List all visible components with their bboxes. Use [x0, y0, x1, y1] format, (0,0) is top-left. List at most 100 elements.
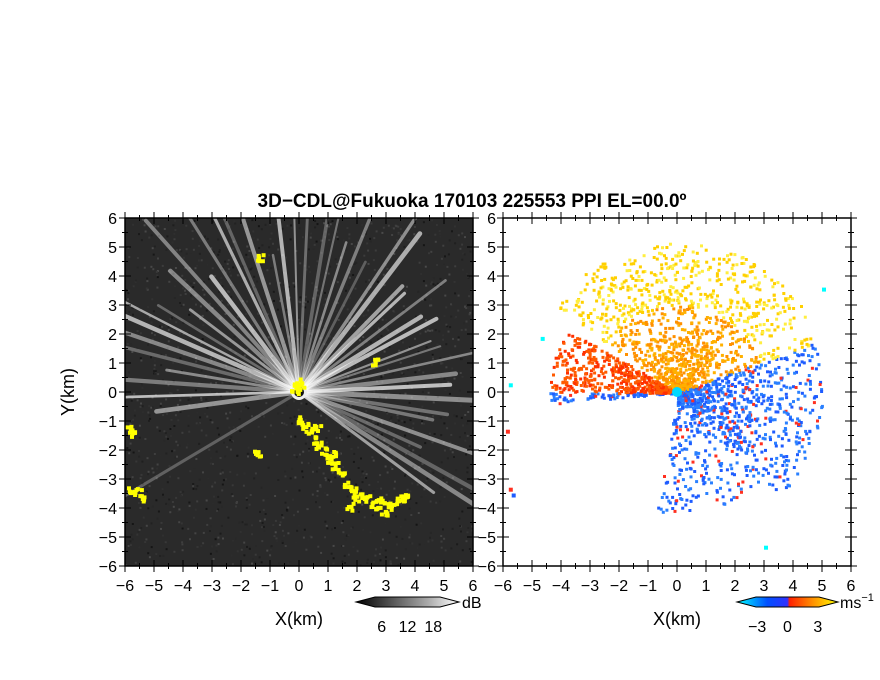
snr-noise-cell: [332, 337, 335, 340]
snr-noise-cell: [365, 476, 368, 479]
snr-noise-cell: [222, 537, 224, 540]
velocity-cell: [631, 347, 635, 351]
velocity-cell: [705, 316, 709, 319]
snr-noise-cell: [317, 294, 320, 297]
velocity-cell: [728, 439, 732, 443]
velocity-cell: [664, 297, 668, 301]
snr-noise-cell: [295, 280, 298, 283]
velocity-cell: [757, 471, 761, 475]
velocity-cell: [712, 257, 716, 261]
snr-noise-cell: [272, 242, 274, 245]
velocity-cell: [561, 363, 565, 367]
snr-noise-cell: [305, 268, 308, 271]
velocity-cell: [790, 405, 794, 409]
snr-noise-cell: [329, 265, 332, 268]
snr-noise-cell: [206, 338, 209, 341]
snr-noise-cell: [420, 522, 423, 525]
snr-noise-cell: [205, 398, 208, 401]
snr-flag-cell: [368, 494, 373, 499]
snr-noise-cell: [225, 365, 227, 368]
velocity-cell: [594, 385, 597, 389]
velocity-cell: [625, 391, 629, 395]
velocity-cell: [607, 336, 610, 340]
velocity-cell: [622, 280, 626, 284]
velocity-cell: [744, 364, 747, 368]
velocity-cell: [639, 319, 643, 323]
velocity-cell: [737, 413, 741, 417]
velocity-cell: [707, 321, 711, 324]
snr-flag-cell: [388, 501, 393, 506]
velocity-cell: [818, 383, 822, 386]
velocity-cell: [656, 386, 660, 390]
snr-noise-cell: [146, 457, 149, 460]
velocity-cell: [682, 308, 686, 312]
velocity-cell: [718, 421, 722, 424]
velocity-cell: [653, 357, 657, 361]
snr-noise-cell: [316, 223, 319, 226]
velocity-cell: [666, 391, 670, 395]
velocity-cell: [660, 267, 664, 271]
velocity-cell: [789, 326, 793, 330]
velocity-cell: [676, 270, 679, 274]
snr-noise-cell: [173, 285, 176, 288]
snr-noise-cell: [165, 452, 168, 455]
snr-beam: [209, 274, 302, 395]
snr-flag-cell: [296, 421, 301, 426]
snr-noise-cell: [380, 334, 383, 337]
velocity-cell: [552, 365, 556, 369]
velocity-cell: [737, 368, 741, 372]
velocity-cell: [786, 297, 790, 301]
snr-noise-cell: [215, 550, 218, 553]
snr-noise-cell: [134, 561, 137, 564]
velocity-cell: [724, 370, 728, 374]
snr-noise-cell: [263, 257, 266, 260]
velocity-cell: [714, 340, 717, 344]
velocity-cell: [564, 358, 568, 362]
snr-noise-cell: [179, 491, 182, 494]
snr-noise-cell: [364, 232, 367, 235]
snr-beam: [188, 308, 301, 394]
velocity-cell: [582, 364, 586, 368]
velocity-cell: [639, 389, 643, 393]
snr-noise-cell: [443, 315, 446, 318]
snr-noise-cell: [224, 313, 227, 315]
snr-noise-cell: [422, 280, 425, 283]
snr-beam: [125, 330, 302, 395]
snr-noise-cell: [221, 266, 224, 269]
snr-noise-cell: [128, 256, 131, 259]
snr-noise-cell: [373, 420, 376, 422]
snr-noise-cell: [301, 470, 304, 473]
velocity-cell: [574, 377, 578, 381]
snr-noise-cell: [141, 482, 144, 485]
velocity-cell: [662, 383, 666, 387]
snr-noise-cell: [129, 423, 132, 426]
velocity-cell: [625, 269, 629, 273]
snr-noise-cell: [433, 433, 436, 435]
snr-noise-cell: [244, 218, 247, 220]
snr-noise-cell: [403, 309, 406, 312]
velocity-cell: [659, 390, 663, 394]
velocity-cell: [653, 246, 657, 250]
velocity-cell: [650, 385, 654, 389]
snr-noise-cell: [332, 557, 335, 560]
snr-noise-cell: [432, 401, 435, 404]
velocity-cell: [712, 416, 716, 420]
snr-noise-cell: [400, 374, 403, 377]
velocity-cell: [633, 297, 637, 301]
velocity-cell: [613, 397, 617, 401]
snr-noise-cell: [283, 283, 286, 286]
snr-flag-cell: [139, 488, 144, 493]
velocity-cell: [637, 372, 641, 376]
velocity-cell: [728, 433, 732, 437]
snr-noise-cell: [451, 476, 454, 479]
velocity-cell: [764, 433, 767, 437]
snr-noise-cell: [161, 325, 164, 328]
snr-noise-cell: [142, 218, 144, 221]
snr-flag-cell: [128, 430, 132, 435]
velocity-cell: [570, 386, 574, 390]
velocity-cell: [696, 403, 700, 407]
snr-flag-cell: [257, 259, 262, 264]
velocity-cell: [637, 370, 641, 374]
snr-noise-cell: [425, 294, 428, 297]
snr-noise-cell: [148, 419, 150, 422]
